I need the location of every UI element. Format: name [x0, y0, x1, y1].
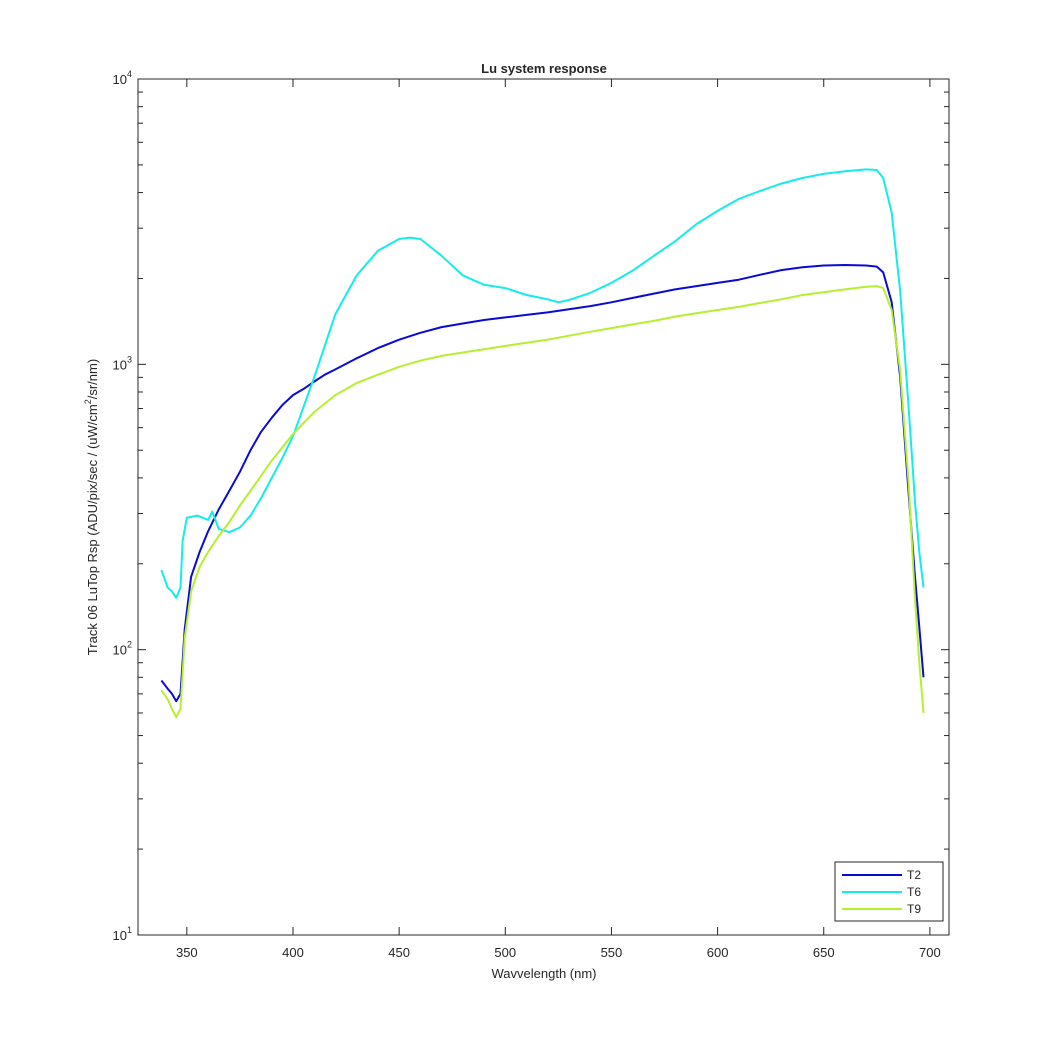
legend-label: T2 [907, 868, 921, 882]
series-lines [160, 168, 925, 719]
x-tick-label: 450 [388, 945, 410, 960]
y-tick-label-base: 10 [113, 357, 127, 372]
y-tick-label-exponent: 3 [127, 354, 132, 364]
axis-ticks [138, 78, 949, 936]
x-tick-label: 550 [601, 945, 623, 960]
x-tick-label: 350 [176, 945, 198, 960]
legend-label: T9 [907, 902, 921, 916]
y-tick-label-exponent: 2 [127, 640, 132, 650]
axes-box [137, 78, 950, 936]
chart-title: Lu system response [481, 61, 607, 76]
series-line-t6 [160, 168, 925, 599]
legend-items: T2 T6 T9 [842, 868, 921, 916]
x-tick-label: 600 [707, 945, 729, 960]
y-tick-label-base: 10 [113, 643, 127, 658]
y-tick-label: 103 [113, 354, 132, 372]
y-axis-label-superscript: 2 [83, 399, 93, 404]
series-line-t9 [160, 285, 925, 719]
x-tick-label: 700 [919, 945, 941, 960]
y-tick-label-base: 10 [113, 928, 127, 943]
y-axis-label: Track 06 LuTop Rsp (ADU/pix/sec / (uW/cm… [83, 359, 100, 655]
x-tick-labels: 350 400 450 500 550 600 650 700 [176, 945, 941, 960]
y-tick-label: 101 [113, 925, 132, 943]
legend-label: T6 [907, 885, 921, 899]
x-tick-label: 400 [282, 945, 304, 960]
y-tick-label-exponent: 1 [127, 925, 132, 935]
legend: T2 T6 T9 [834, 861, 944, 922]
y-tick-label-base: 10 [113, 72, 127, 87]
y-tick-label: 104 [113, 69, 132, 87]
y-axis-label-main: Track 06 LuTop Rsp (ADU/pix/sec / (uW/cm [85, 404, 100, 655]
y-axis-label-tail: /sr/nm) [85, 359, 100, 399]
x-tick-label: 500 [494, 945, 516, 960]
x-axis-label: Wavvelength (nm) [492, 966, 597, 981]
series-line-t2 [160, 264, 925, 703]
y-tick-label-exponent: 4 [127, 69, 132, 79]
x-tick-label: 650 [813, 945, 835, 960]
y-tick-label: 102 [113, 640, 132, 658]
